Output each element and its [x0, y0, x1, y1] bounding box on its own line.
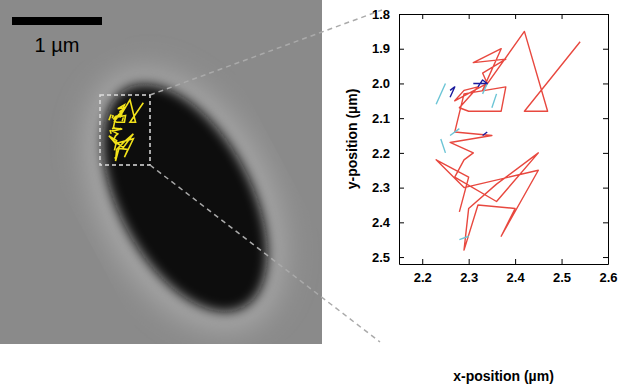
tick-mark	[399, 222, 404, 223]
tick	[422, 14, 423, 19]
tick-mark	[399, 153, 404, 154]
tick	[603, 188, 608, 189]
tick	[603, 118, 608, 119]
tick-mark	[399, 188, 404, 189]
tick-mark	[399, 83, 404, 84]
microscopy-image: 1 µm	[0, 0, 328, 366]
tick: 2.4	[507, 259, 526, 285]
tick-mark	[603, 118, 608, 119]
tick-mark	[562, 14, 563, 19]
tick-label: 2.5	[553, 270, 571, 285]
tick-label: 2.1	[372, 111, 390, 126]
axis: 1.8 1.9 2.0 2.1 2.2 2.3 2.4 2.5	[372, 7, 404, 265]
bacterium	[69, 58, 302, 339]
tick: 1.9	[372, 41, 404, 56]
tick-mark	[603, 83, 608, 84]
tick-mark	[422, 14, 423, 19]
tick	[515, 14, 516, 19]
tick	[603, 49, 608, 50]
axis: 2.2 2.3 2.4 2.5 2.6	[400, 259, 618, 285]
trajectory-line	[436, 31, 580, 250]
tick	[469, 14, 470, 19]
tick-label: 2.2	[414, 270, 432, 285]
tick: 2.3	[460, 259, 478, 285]
tick-mark	[603, 257, 608, 258]
tick: 2.2	[414, 259, 432, 285]
zoom-connector	[150, 10, 382, 95]
scale-bar	[12, 17, 102, 25]
series-lines	[436, 31, 580, 250]
image-trajectory	[109, 100, 143, 161]
tick: 2.5	[372, 250, 404, 265]
y-axis-title: y-position (µm)	[344, 89, 360, 190]
tick	[603, 14, 608, 15]
tick	[603, 257, 608, 258]
trajectory-overlay	[109, 114, 123, 158]
tick-mark	[515, 14, 516, 19]
tick: 2.1	[372, 111, 404, 126]
tick-mark	[603, 153, 608, 154]
tick	[603, 153, 608, 154]
tick	[603, 83, 608, 84]
plot: 2.2 2.3 2.4 2.5 2.6 1.8 1.9 2.0 2.1 2.2 2.3 2.4 2.5	[372, 7, 618, 286]
tick-mark	[399, 118, 404, 119]
tick-label: 2.6	[599, 270, 617, 285]
axis	[400, 14, 609, 19]
trajectory-line	[450, 80, 487, 136]
tick-label: 2.3	[460, 270, 478, 285]
tick-label: 2.4	[372, 215, 391, 230]
tick-label: 2.3	[372, 180, 390, 195]
tick: 2.5	[553, 259, 571, 285]
axis-line	[608, 15, 609, 265]
tick-mark	[603, 222, 608, 223]
tick: 2.4	[372, 215, 404, 230]
tick-mark	[399, 49, 404, 50]
figure: 1 µm 2.2 2.3 2.4 2.5 2.6 1.8 1.9 2.0 2.1 2.2 2.3 2.4…	[0, 0, 643, 389]
tick-mark	[603, 188, 608, 189]
tick-mark	[469, 259, 470, 264]
tick: 2.3	[372, 180, 404, 195]
tick-label: 2.4	[507, 270, 526, 285]
axis-line	[400, 14, 609, 15]
tick-label: 2.0	[372, 76, 390, 91]
tick-label: 1.9	[372, 41, 390, 56]
trajectory-overlay	[109, 100, 143, 161]
axis	[603, 15, 609, 265]
tick: 2.0	[372, 76, 404, 91]
tick-mark	[603, 14, 608, 15]
zoom-box	[100, 95, 150, 165]
x-axis-title: x-position (µm)	[453, 368, 554, 384]
image-content	[0, 0, 322, 344]
tick: 2.2	[372, 146, 404, 161]
tick-mark	[422, 259, 423, 264]
zoom-connector	[150, 165, 380, 342]
tick-label: 1.8	[372, 7, 390, 22]
tick-mark	[562, 259, 563, 264]
axis-line	[399, 15, 400, 265]
tick-label: 2.2	[372, 146, 390, 161]
tick-label: 2.5	[372, 250, 390, 265]
tick-mark	[399, 257, 404, 258]
tick-mark	[603, 49, 608, 50]
tick	[562, 14, 563, 19]
tick: 1.8	[372, 7, 404, 22]
trajectory-overlay	[112, 113, 121, 129]
tick-mark	[469, 14, 470, 19]
trajectory-line	[436, 83, 496, 239]
tick	[603, 222, 608, 223]
axis-line	[400, 264, 609, 265]
tick-mark	[515, 259, 516, 264]
scale-bar-label: 1 µm	[35, 34, 80, 56]
